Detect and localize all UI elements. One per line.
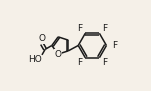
Text: HO: HO bbox=[28, 55, 42, 64]
Text: F: F bbox=[102, 58, 107, 67]
Text: F: F bbox=[102, 24, 107, 33]
Text: F: F bbox=[77, 58, 83, 67]
Text: O: O bbox=[54, 50, 61, 59]
Text: F: F bbox=[77, 24, 83, 33]
Text: F: F bbox=[112, 41, 117, 50]
Text: O: O bbox=[39, 34, 45, 43]
